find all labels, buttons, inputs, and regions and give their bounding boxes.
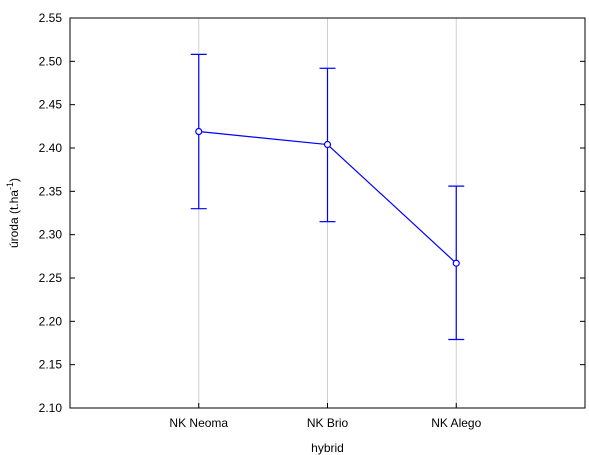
y-tick-label: 2.45 (39, 98, 63, 112)
x-tick-label: NK Neoma (169, 416, 228, 430)
y-tick-label: 2.40 (39, 141, 63, 155)
y-axis-title-main: úroda (t.ha (7, 190, 21, 248)
y-tick-label: 2.50 (39, 54, 63, 68)
data-point (452, 259, 460, 267)
y-axis: 2.10 2.15 2.20 2.25 2.30 2.35 2.40 2.45 2.50 2.55 (39, 11, 585, 415)
y-tick-label: 2.15 (39, 358, 63, 372)
x-tick-label: NK Alego (431, 416, 481, 430)
y-axis-title-sup: -1 (5, 182, 15, 190)
series (190, 53, 465, 341)
y-tick-label: 2.30 (39, 228, 63, 242)
y-tick-label: 2.25 (39, 271, 63, 285)
y-tick-label: 2.10 (39, 401, 63, 415)
y-tick-label: 2.35 (39, 184, 63, 198)
y-tick-label: 2.20 (39, 314, 63, 328)
x-axis: NK Neoma NK Brio NK Alego (169, 403, 482, 430)
y-axis-title: úroda (t.ha-1) (5, 178, 21, 248)
x-tick-label: NK Brio (307, 416, 349, 430)
data-point (323, 140, 332, 149)
y-axis-title-close: ) (7, 178, 21, 182)
x-axis-title: hybrid (311, 441, 344, 455)
y-tick-label: 2.55 (39, 11, 63, 25)
data-point (195, 127, 203, 136)
